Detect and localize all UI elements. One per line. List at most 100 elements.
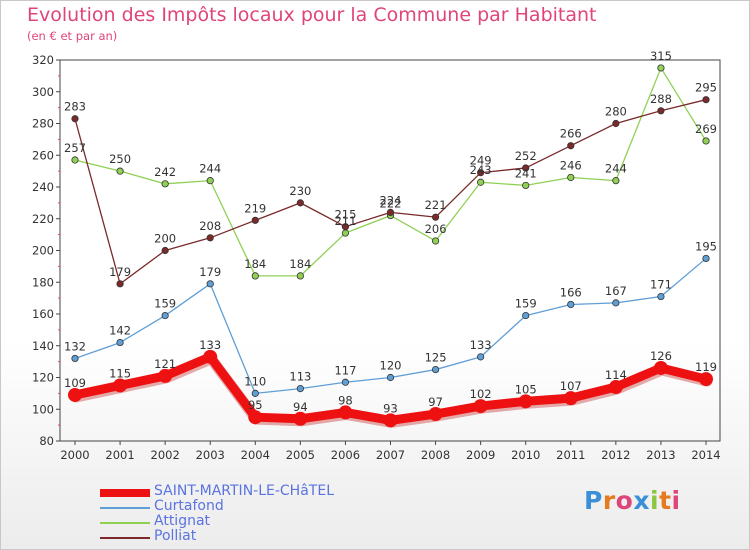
x-tick-label: 2012 xyxy=(601,448,630,462)
brand-letter: x xyxy=(633,486,650,515)
data-label: 269 xyxy=(695,122,717,136)
y-tick-label: 280 xyxy=(32,117,54,131)
data-label: 179 xyxy=(109,265,131,279)
series-line xyxy=(74,99,707,285)
legend-label-1: Curtafond xyxy=(154,498,224,514)
legend-label-2: Attignat xyxy=(154,513,211,529)
data-label: 171 xyxy=(650,278,672,292)
data-label: 159 xyxy=(154,297,176,311)
brand-letter: t xyxy=(659,486,672,515)
x-tick-label: 2014 xyxy=(691,448,720,462)
y-tick-label: 180 xyxy=(32,275,54,289)
series-point xyxy=(522,181,530,190)
data-label: 94 xyxy=(293,400,308,414)
series-point xyxy=(608,380,623,395)
data-label: 119 xyxy=(695,360,717,374)
x-tick-label: 2006 xyxy=(331,448,360,462)
data-label: 95 xyxy=(248,398,263,412)
series-point xyxy=(383,413,398,428)
chart-subtitle: (en € et par an) xyxy=(27,29,118,43)
series-point xyxy=(518,394,533,409)
data-label: 110 xyxy=(244,374,266,388)
data-label: 105 xyxy=(515,382,537,396)
series-point xyxy=(251,389,259,397)
series-point xyxy=(71,354,79,363)
y-tick-label: 220 xyxy=(32,212,54,226)
data-label: 288 xyxy=(650,92,672,106)
x-tick-label: 2002 xyxy=(151,448,180,462)
y-tick-label: 140 xyxy=(32,339,54,353)
data-label: 280 xyxy=(605,105,627,119)
data-label: 159 xyxy=(515,297,537,311)
series-point xyxy=(251,216,259,224)
series-point xyxy=(657,64,665,72)
data-label: 98 xyxy=(338,393,353,407)
data-label: 246 xyxy=(560,158,582,172)
series-point xyxy=(68,387,82,402)
series-point xyxy=(206,234,214,242)
data-label: 295 xyxy=(695,81,717,95)
data-label: 97 xyxy=(428,395,443,409)
x-tick-label: 2001 xyxy=(105,448,134,462)
series-point xyxy=(341,223,350,231)
series-point xyxy=(702,254,710,263)
data-label: 195 xyxy=(695,239,717,253)
series-point xyxy=(522,311,530,320)
series-point xyxy=(563,391,578,406)
data-label: 215 xyxy=(334,208,356,222)
data-label: 125 xyxy=(425,351,447,365)
series-point xyxy=(341,378,350,386)
data-label: 222 xyxy=(380,197,402,211)
data-label: 283 xyxy=(64,100,86,114)
data-label: 224 xyxy=(380,193,402,207)
data-label: 241 xyxy=(515,166,537,180)
data-label: 121 xyxy=(154,357,176,371)
data-label: 244 xyxy=(605,162,627,176)
series-point xyxy=(431,213,440,221)
series-point xyxy=(612,299,620,307)
data-label: 115 xyxy=(109,366,131,380)
series-point xyxy=(161,180,169,188)
y-tick-label: 200 xyxy=(32,244,54,258)
y-tick-label: 260 xyxy=(32,148,54,162)
series-point xyxy=(386,373,395,382)
series-point xyxy=(206,177,214,185)
data-label: 249 xyxy=(470,154,492,168)
data-label: 244 xyxy=(199,162,221,176)
series-point xyxy=(206,280,214,288)
series-point xyxy=(248,410,263,425)
data-label: 315 xyxy=(650,49,672,63)
data-label: 266 xyxy=(560,127,582,141)
data-label: 219 xyxy=(244,201,266,215)
series-point xyxy=(612,119,620,128)
series-point xyxy=(477,178,485,186)
series-point xyxy=(657,292,665,301)
series-point xyxy=(341,229,350,237)
data-label: 167 xyxy=(605,284,627,298)
series-point xyxy=(431,237,440,245)
data-label: 243 xyxy=(470,163,492,177)
x-tick-label: 2004 xyxy=(241,448,270,462)
data-label: 93 xyxy=(383,401,398,415)
legend-swatch-0 xyxy=(100,489,150,497)
data-label: 102 xyxy=(470,387,492,401)
series-point xyxy=(431,365,440,374)
data-label: 166 xyxy=(560,285,582,299)
data-label: 230 xyxy=(289,184,311,198)
data-label: 107 xyxy=(560,379,582,393)
data-label: 109 xyxy=(64,376,86,390)
data-label: 113 xyxy=(289,370,311,384)
data-label: 257 xyxy=(64,141,86,155)
brand-letter: i xyxy=(671,486,681,515)
data-label: 184 xyxy=(289,257,311,271)
data-label: 221 xyxy=(425,198,447,212)
data-label: 117 xyxy=(334,363,356,377)
y-tick-label: 320 xyxy=(32,53,54,67)
data-label: 179 xyxy=(199,265,221,279)
series-point xyxy=(71,156,79,164)
data-label: 208 xyxy=(199,219,221,233)
x-tick-label: 2013 xyxy=(646,448,675,462)
series-point xyxy=(296,272,304,280)
